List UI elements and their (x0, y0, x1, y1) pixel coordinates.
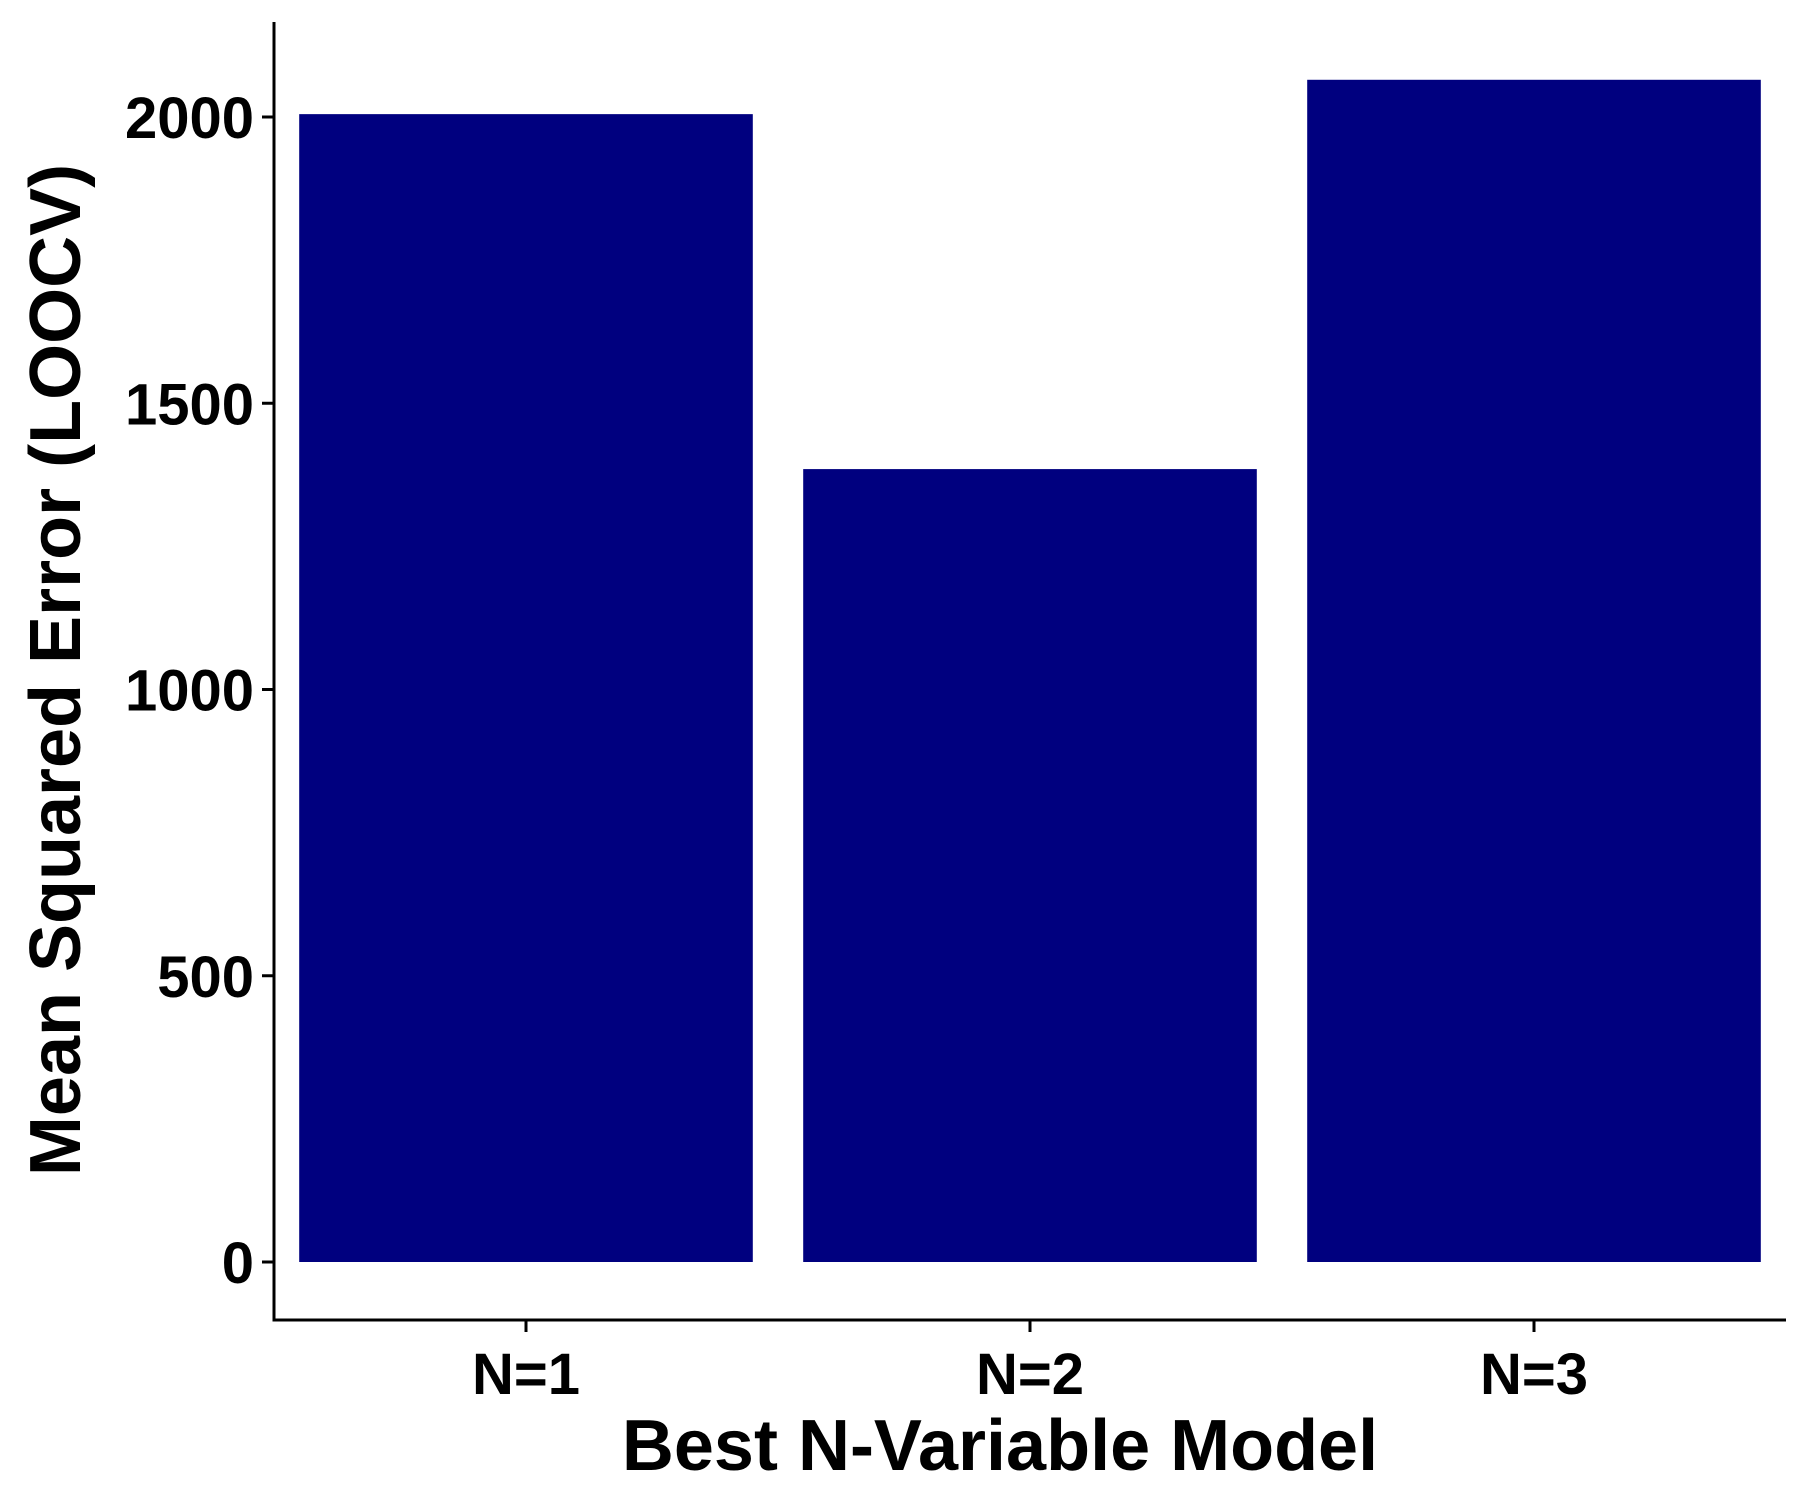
y-tick-label: 2000 (125, 86, 254, 151)
bar-n-3 (1307, 79, 1761, 1263)
y-tick-label: 1500 (125, 372, 254, 437)
y-tick-label: 0 (222, 1231, 254, 1296)
y-tick-label: 1000 (125, 659, 254, 724)
y-axis-title: Mean Squared Error (LOOCV) (16, 164, 96, 1176)
x-tick-label: N=1 (472, 1342, 580, 1407)
bar-n-1 (299, 114, 753, 1263)
y-tick-label: 500 (157, 945, 254, 1010)
x-ticks: N=1 N=2 N=3 (472, 1320, 1588, 1407)
x-tick-label: N=2 (976, 1342, 1084, 1407)
bar-n-2 (803, 469, 1257, 1262)
x-axis-title: Best N-Variable Model (622, 1406, 1378, 1486)
bars-layer (299, 79, 1761, 1263)
y-ticks: 0 500 1000 1500 2000 (125, 86, 274, 1296)
x-tick-label: N=3 (1480, 1342, 1588, 1407)
